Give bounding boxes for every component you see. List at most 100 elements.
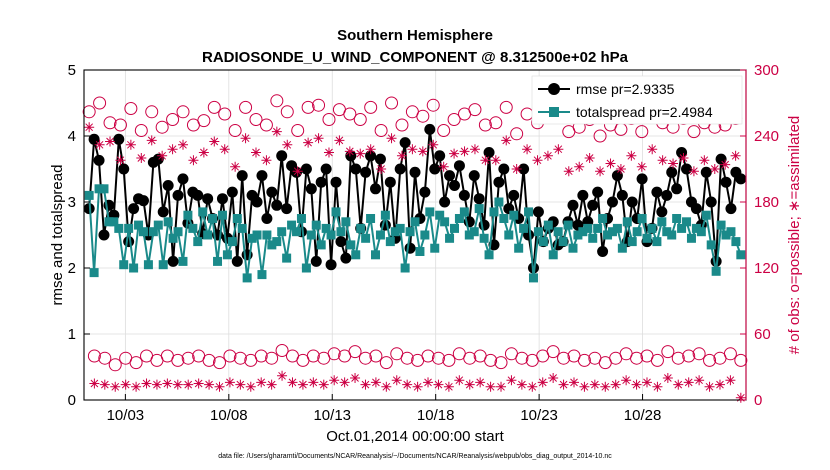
obs-possible-point bbox=[557, 351, 571, 365]
rmse-point bbox=[236, 170, 248, 182]
totalspread-point bbox=[612, 223, 622, 233]
obs-assimilated-point bbox=[657, 155, 668, 166]
obs-assimilated-point bbox=[584, 153, 595, 163]
series-square bbox=[84, 184, 746, 283]
obs-possible-point bbox=[431, 351, 445, 365]
totalspread-point bbox=[129, 263, 139, 273]
totalspread-point bbox=[479, 233, 489, 243]
obs-assimilated-point bbox=[490, 155, 501, 166]
obs-possible-point bbox=[166, 113, 180, 126]
obs-assimilated-point bbox=[172, 379, 183, 390]
y2-tick-label: 0 bbox=[754, 392, 762, 409]
obs-possible-point bbox=[228, 124, 242, 137]
obs-assimilated-point bbox=[678, 153, 689, 163]
obs-assimilated-point bbox=[245, 381, 256, 392]
totalspread-point bbox=[134, 220, 144, 230]
totalspread-point bbox=[445, 233, 455, 243]
obs-possible-point bbox=[249, 113, 263, 126]
rmse-point bbox=[113, 133, 125, 145]
rmse-point bbox=[251, 196, 263, 208]
totalspread-point bbox=[563, 220, 573, 230]
obs-assimilated-point bbox=[120, 379, 131, 390]
x-axis-label: Oct.01,2014 00:00:00 start bbox=[326, 428, 504, 445]
obs-assimilated-point bbox=[151, 379, 162, 390]
obs-assimilated-point bbox=[84, 122, 95, 133]
rmse-point bbox=[300, 163, 312, 175]
obs-assimilated-point bbox=[501, 135, 512, 146]
obs-possible-point bbox=[155, 120, 169, 134]
totalspread-point bbox=[84, 190, 94, 200]
x-tick-label: 10/18 bbox=[417, 407, 455, 424]
obs-assimilated-point bbox=[235, 379, 246, 390]
obs-assimilated-point bbox=[370, 377, 381, 388]
totalspread-point bbox=[415, 247, 425, 256]
obs-assimilated-point bbox=[527, 381, 538, 392]
obs-assimilated-point bbox=[125, 139, 136, 150]
obs-assimilated-point bbox=[178, 139, 189, 150]
obs-possible-point bbox=[416, 109, 430, 123]
obs-assimilated-point bbox=[303, 137, 314, 148]
obs-possible-point bbox=[364, 100, 378, 114]
obs-assimilated-point bbox=[99, 379, 110, 390]
obs-assimilated-point bbox=[647, 144, 658, 155]
rmse-point bbox=[202, 193, 214, 205]
rmse-point bbox=[690, 203, 702, 215]
obs-assimilated-point bbox=[417, 146, 428, 157]
totalspread-point bbox=[158, 260, 168, 270]
rmse-point bbox=[340, 252, 352, 264]
rmse-point bbox=[281, 203, 293, 215]
rmse-point bbox=[123, 236, 135, 248]
rmse-point bbox=[399, 137, 411, 149]
rmse-point bbox=[335, 236, 347, 248]
totalspread-point bbox=[726, 227, 736, 237]
obs-possible-point bbox=[358, 351, 372, 365]
obs-possible-point bbox=[437, 124, 451, 137]
totalspread-point bbox=[454, 214, 464, 223]
obs-assimilated-point bbox=[438, 161, 449, 172]
obs-assimilated-point bbox=[261, 155, 272, 166]
obs-possible-point bbox=[197, 114, 211, 128]
legend: rmse pr=2.9335 totalspread pr=2.4984 bbox=[531, 75, 743, 125]
obs-assimilated-point bbox=[271, 126, 282, 137]
totalspread-point bbox=[277, 227, 287, 237]
totalspread-point bbox=[662, 227, 672, 237]
rmse-point bbox=[592, 186, 604, 198]
obs-possible-point bbox=[202, 353, 216, 367]
totalspread-point bbox=[242, 273, 252, 283]
series-layer bbox=[82, 94, 748, 403]
obs-possible-point bbox=[635, 125, 649, 139]
obs-assimilated-point bbox=[626, 150, 637, 161]
obs-assimilated-point bbox=[334, 135, 345, 146]
obs-assimilated-point bbox=[428, 139, 439, 150]
obs-possible-point bbox=[692, 347, 706, 361]
totalspread-point bbox=[380, 210, 390, 220]
rmse-point bbox=[276, 150, 288, 162]
totalspread-point bbox=[420, 230, 430, 240]
y2-tick-label: 180 bbox=[754, 194, 779, 211]
obs-assimilated-point bbox=[365, 144, 376, 155]
totalspread-point bbox=[163, 217, 173, 227]
rmse-point bbox=[636, 173, 648, 185]
obs-possible-point bbox=[400, 351, 414, 365]
obs-assimilated-point bbox=[391, 375, 402, 386]
rmse-point bbox=[587, 199, 599, 211]
obs-assimilated-point bbox=[214, 381, 225, 392]
rmse-point bbox=[666, 166, 678, 178]
totalspread-point bbox=[721, 230, 731, 240]
rmse-point bbox=[256, 170, 268, 182]
obs-assimilated-point bbox=[136, 153, 147, 163]
totalspread-point bbox=[701, 210, 711, 220]
rmse-point bbox=[231, 255, 243, 267]
obs-assimilated-point bbox=[621, 375, 632, 386]
obs-possible-point bbox=[734, 353, 748, 367]
obs-assimilated-point bbox=[277, 370, 288, 381]
obs-assimilated-point bbox=[423, 377, 434, 388]
obs-assimilated-point bbox=[209, 136, 220, 147]
obs-possible-point bbox=[671, 351, 685, 365]
totalspread-point bbox=[356, 223, 366, 233]
rmse-point bbox=[93, 154, 105, 166]
obs-assimilated-point bbox=[198, 147, 209, 158]
obs-assimilated-point bbox=[350, 373, 361, 383]
obs-possible-point bbox=[369, 349, 383, 363]
totalspread-point bbox=[138, 227, 148, 237]
